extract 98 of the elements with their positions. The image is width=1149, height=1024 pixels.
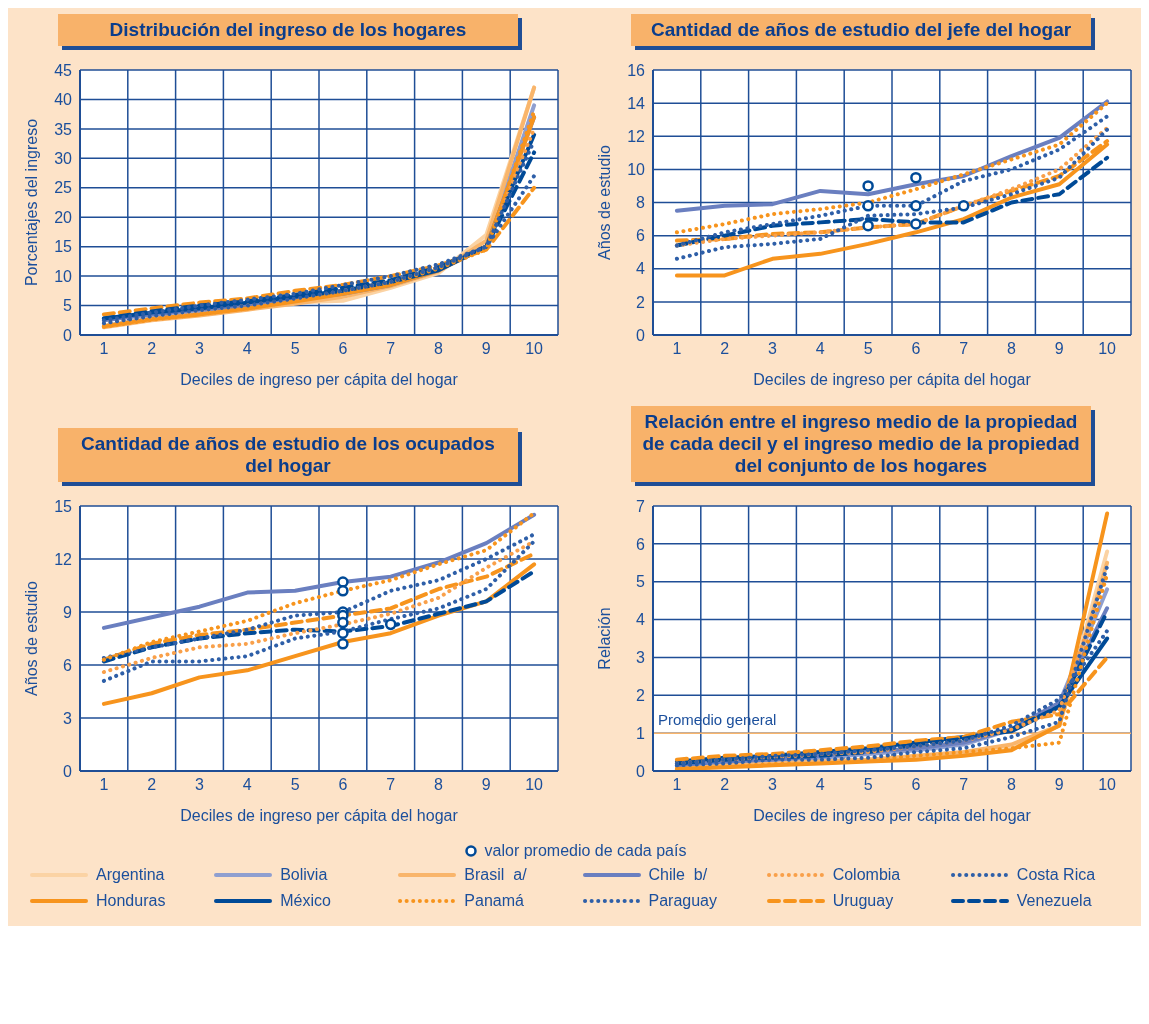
y-tick-label: 0 <box>63 326 73 344</box>
x-tick-label: 9 <box>1054 340 1064 358</box>
y-axis-title: Años de estudio <box>22 581 40 696</box>
y-tick-label: 4 <box>636 611 646 629</box>
y-tick-label: 12 <box>54 550 73 568</box>
y-tick-label: 2 <box>636 686 646 704</box>
x-tick-label: 1 <box>672 340 682 358</box>
y-tick-label: 5 <box>63 297 73 315</box>
y-tick-label: 0 <box>636 762 646 780</box>
chart-title: Relación entre el ingreso medio de la propiedad de cada decil y el ingreso medio de la propiedad del conjunto de los hogares <box>631 406 1091 482</box>
x-tick-label: 3 <box>768 340 778 358</box>
x-tick-label: 5 <box>290 340 300 358</box>
y-tick-label: 35 <box>54 120 73 138</box>
y-tick-label: 45 <box>54 61 73 79</box>
y-tick-label: 6 <box>636 535 646 553</box>
legend-label: México <box>280 892 331 910</box>
legend-label: Uruguay <box>832 892 894 910</box>
y-tick-label: 15 <box>54 238 73 256</box>
y-axis-title: Años de estudio <box>595 145 613 260</box>
x-tick-label: 6 <box>338 340 348 358</box>
chart-title: Cantidad de años de estudio del jefe del hogar <box>631 14 1091 46</box>
y-tick-label: 7 <box>636 497 646 515</box>
y-tick-label: 6 <box>636 227 646 245</box>
legend-label: Panamá <box>464 892 524 910</box>
x-tick-label: 3 <box>768 776 778 794</box>
x-tick-label: 6 <box>338 776 348 794</box>
x-tick-label: 1 <box>672 776 682 794</box>
y-tick-label: 1 <box>636 724 646 742</box>
y-tick-label: 15 <box>54 497 73 515</box>
x-tick-label: 9 <box>481 340 491 358</box>
y-axis-title: Porcentajes del ingreso <box>22 118 40 287</box>
x-tick-label: 5 <box>863 776 873 794</box>
x-tick-label: 6 <box>911 340 921 358</box>
x-tick-label: 10 <box>1098 340 1117 358</box>
y-tick-label: 14 <box>627 94 646 112</box>
x-tick-label: 9 <box>1054 776 1064 794</box>
x-axis-title: Deciles de ingreso per cápita del hogar <box>753 371 1032 388</box>
x-tick-label: 5 <box>290 776 300 794</box>
y-tick-label: 3 <box>63 709 73 727</box>
legend-label: Paraguay <box>648 892 717 910</box>
x-tick-label: 4 <box>242 340 252 358</box>
x-tick-label: 3 <box>195 340 205 358</box>
y-tick-label: 25 <box>54 179 73 197</box>
legend-label: valor promedio de cada país <box>484 842 687 860</box>
x-tick-label: 5 <box>863 340 873 358</box>
legend-label: Brasil a/ <box>464 866 527 884</box>
x-tick-label: 9 <box>481 776 491 794</box>
x-tick-label: 7 <box>386 340 396 358</box>
x-tick-label: 4 <box>815 776 825 794</box>
y-tick-label: 4 <box>636 260 646 278</box>
y-tick-label: 6 <box>63 656 73 674</box>
y-tick-label: 0 <box>636 326 646 344</box>
y-tick-label: 0 <box>63 762 73 780</box>
y-tick-label: 2 <box>636 293 646 311</box>
x-tick-label: 1 <box>99 340 109 358</box>
legend-label: Costa Rica <box>1016 866 1096 884</box>
x-tick-label: 10 <box>525 776 544 794</box>
x-tick-label: 2 <box>720 776 730 794</box>
x-tick-label: 7 <box>959 776 969 794</box>
x-axis-title: Deciles de ingreso per cápita del hogar <box>753 807 1032 824</box>
y-tick-label: 10 <box>627 161 646 179</box>
x-tick-label: 8 <box>434 776 444 794</box>
y-tick-label: 40 <box>54 91 73 109</box>
x-axis-title: Deciles de ingreso per cápita del hogar <box>180 807 459 824</box>
legend-label: Bolivia <box>280 866 328 884</box>
x-tick-label: 4 <box>815 340 825 358</box>
y-tick-label: 20 <box>54 208 73 226</box>
y-tick-label: 12 <box>627 127 646 145</box>
legend-label: Argentina <box>96 866 165 884</box>
x-tick-label: 2 <box>147 776 157 794</box>
y-tick-label: 16 <box>627 61 646 79</box>
legend-label: Venezuela <box>1016 892 1092 910</box>
legend-label: Honduras <box>96 892 166 910</box>
x-tick-label: 10 <box>1098 776 1117 794</box>
x-tick-label: 1 <box>99 776 109 794</box>
x-tick-label: 6 <box>911 776 921 794</box>
x-tick-label: 7 <box>386 776 396 794</box>
x-tick-label: 3 <box>195 776 205 794</box>
y-tick-label: 8 <box>636 194 646 212</box>
x-tick-label: 8 <box>1007 340 1017 358</box>
x-tick-label: 10 <box>525 340 544 358</box>
y-tick-label: 9 <box>63 603 73 621</box>
x-tick-label: 7 <box>959 340 969 358</box>
x-tick-label: 8 <box>434 340 444 358</box>
legend-label: Chile b/ <box>648 866 708 884</box>
x-tick-label: 2 <box>147 340 157 358</box>
y-tick-label: 30 <box>54 150 73 168</box>
y-tick-label: 10 <box>54 267 73 285</box>
x-tick-label: 2 <box>720 340 730 358</box>
x-tick-label: 4 <box>242 776 252 794</box>
x-axis-title: Deciles de ingreso per cápita del hogar <box>180 371 459 388</box>
y-tick-label: 3 <box>636 649 646 667</box>
chart-title: Distribución del ingreso de los hogares <box>58 14 518 46</box>
legend-label: Colombia <box>832 866 901 884</box>
y-axis-title: Relación <box>595 607 613 670</box>
x-tick-label: 8 <box>1007 776 1017 794</box>
y-tick-label: 5 <box>636 573 646 591</box>
chart-title: Cantidad de años de estudio de los ocupados del hogar <box>58 428 518 482</box>
